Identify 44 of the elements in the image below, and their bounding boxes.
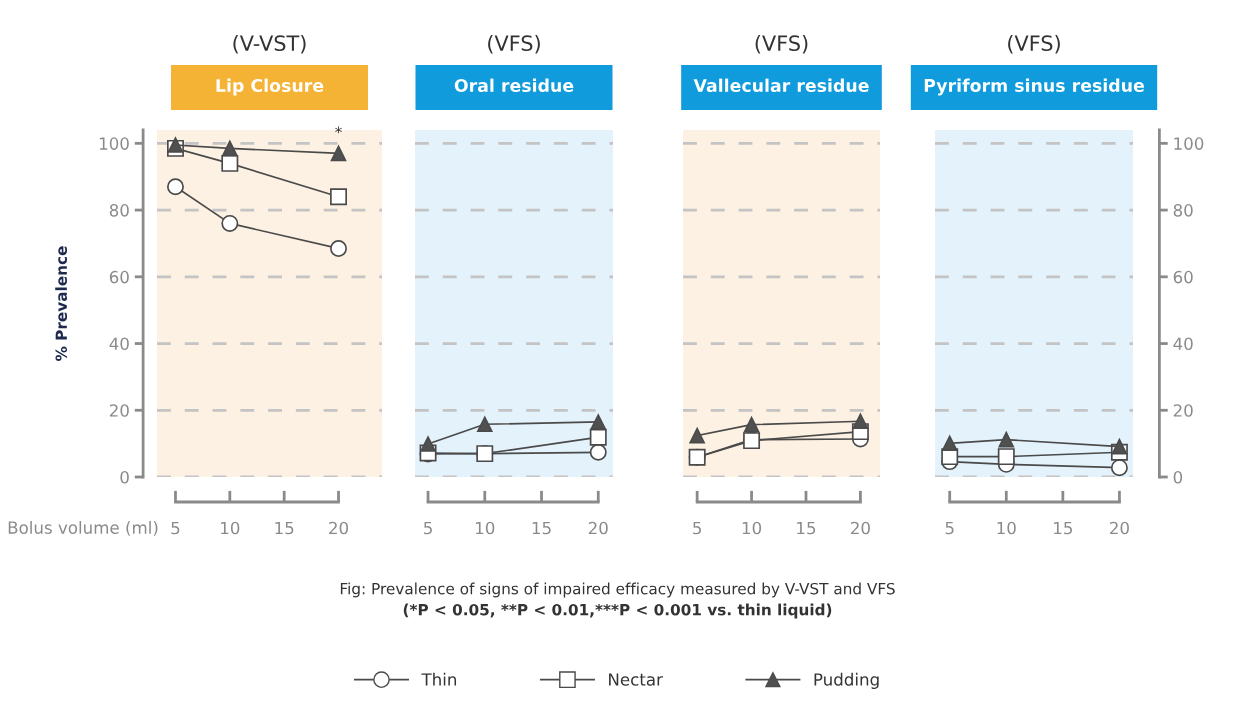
y2-tick-label: 100	[1174, 137, 1204, 150]
x-axis-title: Bolus volume (ml)	[8, 521, 158, 536]
x-tick-label: 20	[851, 521, 870, 535]
x-tick-label: 15	[275, 521, 294, 535]
x-tick-label: 5	[945, 521, 954, 535]
chart-title: Vallecular residue	[693, 78, 869, 93]
x-tick-label: 15	[532, 521, 551, 535]
y-tick-label: 20	[109, 404, 129, 417]
legend-label: Thin	[421, 672, 457, 686]
y-axis-title: % Prevalence	[55, 246, 68, 361]
x-tick-label: 20	[329, 521, 349, 535]
x-tick-label: 5	[693, 521, 701, 535]
x-tick-label: 20	[1110, 521, 1129, 535]
chart-subtitle: (VFS)	[755, 34, 808, 54]
y-tick-label: 0	[120, 470, 129, 484]
legend-label: Nectar	[609, 673, 663, 686]
annotation: *	[335, 126, 342, 134]
x-tick-label: 10	[997, 521, 1016, 535]
chart-title: Oral residue	[454, 78, 574, 93]
chart-subtitle: (VFS)	[488, 34, 540, 54]
y2-tick-label: 20	[1173, 404, 1193, 417]
y2-tick-label: 40	[1173, 337, 1193, 351]
text: Fig: Prevalence of signs of impaired efficacy measured by V-VST and VFS	[340, 582, 895, 598]
y-tick-label: 100	[99, 137, 129, 150]
legend-label: Pudding	[814, 672, 879, 689]
chart-title: Lip Closure	[216, 78, 324, 96]
x-tick-label: 10	[476, 521, 495, 535]
x-tick-label: 5	[171, 521, 180, 535]
x-tick-label: 10	[221, 521, 240, 535]
chart-subtitle: (VFS)	[1008, 34, 1060, 54]
x-tick-label: 15	[1054, 521, 1072, 535]
y2-tick-label: 80	[1173, 204, 1193, 217]
text: (*P < 0.05, **P < 0.01,***P < 0.001 vs. thin liquid)	[403, 603, 832, 619]
y2-tick-label: 0	[1173, 470, 1183, 484]
y-tick-label: 40	[109, 337, 129, 351]
chart-title: Pyriform sinus residue	[924, 78, 1144, 96]
chart-subtitle: (V-VST)	[233, 34, 306, 54]
x-tick-label: 5	[424, 521, 432, 535]
x-tick-label: 15	[797, 521, 816, 535]
y-tick-label: 80	[109, 204, 129, 217]
x-tick-label: 20	[588, 521, 608, 535]
y-tick-label: 60	[109, 270, 129, 284]
x-tick-label: 10	[742, 521, 762, 535]
y2-tick-label: 60	[1173, 270, 1193, 284]
